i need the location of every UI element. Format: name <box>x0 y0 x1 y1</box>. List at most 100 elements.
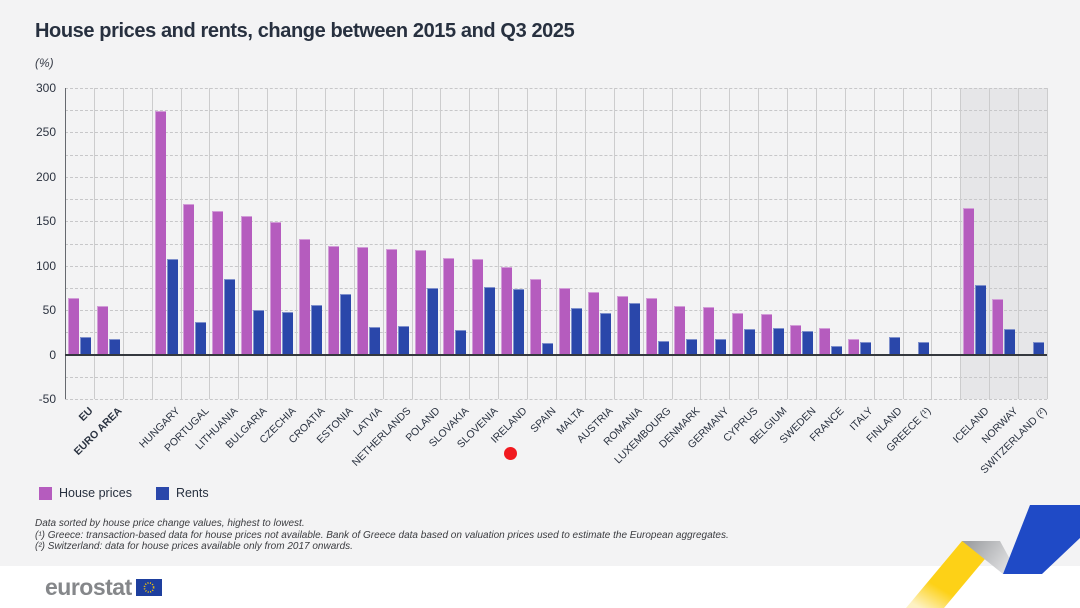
v-gridline <box>815 88 817 399</box>
footer-band: eurostat <box>0 566 1080 608</box>
bar-rents <box>166 259 178 355</box>
footnote-sorting: Data sorted by house price change values… <box>35 518 305 529</box>
footnote-greece: (¹) Greece: transaction-based data for h… <box>35 529 729 541</box>
y-axis-label: 200 <box>35 169 56 184</box>
y-axis-label: 100 <box>35 258 56 273</box>
legend-label-rents: Rents <box>175 486 209 500</box>
v-gridline <box>527 88 529 399</box>
bar-rents <box>1033 342 1045 355</box>
v-gridline <box>151 88 153 399</box>
bar-rents <box>802 330 813 355</box>
v-gridline <box>671 88 673 399</box>
bar-house-prices <box>761 313 773 355</box>
v-gridline <box>238 88 240 399</box>
y-axis-label: 250 <box>35 125 56 140</box>
v-gridline <box>440 88 442 399</box>
bar-rents <box>339 294 351 355</box>
bar-house-prices <box>67 297 79 355</box>
v-gridline <box>584 88 586 399</box>
v-gridline <box>960 88 962 399</box>
y-axis-label: -50 <box>38 392 56 406</box>
y-axis-label: 150 <box>35 214 56 229</box>
bar-house-prices <box>472 259 484 355</box>
v-gridline <box>931 88 933 399</box>
bar-rents <box>484 287 496 355</box>
legend-item-rents: Rents <box>155 486 209 500</box>
bar-house-prices <box>443 257 455 355</box>
v-gridline <box>613 88 615 399</box>
v-gridline <box>93 88 95 399</box>
bar-rents <box>282 311 294 355</box>
bar-house-prices <box>270 222 282 355</box>
v-gridline <box>700 88 702 399</box>
h-gridline <box>65 399 1047 400</box>
bar-house-prices <box>154 111 166 355</box>
bar-rents <box>917 342 929 355</box>
v-gridline <box>873 88 875 399</box>
bar-house-prices <box>299 239 310 355</box>
bar-rents <box>253 310 265 355</box>
bar-rents <box>455 329 467 355</box>
house-prices-swatch-icon <box>39 486 52 500</box>
bar-house-prices <box>385 248 397 355</box>
v-gridline <box>382 88 384 399</box>
bar-rents <box>426 287 438 355</box>
bar-rents <box>542 343 554 355</box>
v-gridline <box>267 88 269 399</box>
v-gridline <box>758 88 760 399</box>
eu-flag-icon <box>135 579 162 596</box>
bar-house-prices <box>241 215 253 355</box>
bar-rents <box>108 338 120 355</box>
bar-house-prices <box>818 327 830 355</box>
v-gridline <box>556 88 557 399</box>
bar-rents <box>628 303 640 355</box>
bar-house-prices <box>790 325 801 355</box>
bar-house-prices <box>183 204 195 355</box>
bar-house-prices <box>212 210 224 355</box>
bar-house-prices <box>616 295 628 355</box>
y-axis-label: 0 <box>49 347 56 362</box>
eurostat-logo-text: eurostat <box>45 574 132 600</box>
ribbon-blue-band <box>1003 505 1080 574</box>
bar-rents <box>1004 328 1016 355</box>
bar-rents <box>513 288 525 355</box>
bar-rents <box>715 338 727 355</box>
v-gridline <box>498 88 500 399</box>
v-gridline <box>353 88 355 399</box>
footnote-switzerland: (²) Switzerland: data for house prices a… <box>35 541 353 552</box>
bar-rents <box>570 308 582 355</box>
bar-house-prices <box>992 299 1004 355</box>
bar-rents <box>686 338 698 355</box>
bar-house-prices <box>501 266 513 355</box>
highlight-dot <box>504 446 518 460</box>
bar-rents <box>744 328 756 355</box>
bar-house-prices <box>674 305 686 355</box>
bar-rents <box>368 327 380 355</box>
bar-house-prices <box>645 297 657 355</box>
bar-rents <box>975 285 987 355</box>
v-gridline <box>411 88 413 399</box>
v-gridline <box>902 88 904 399</box>
bar-rents <box>224 279 236 355</box>
bar-house-prices <box>587 292 599 355</box>
v-gridline <box>209 88 211 399</box>
y-axis-label: 300 <box>35 81 56 95</box>
bar-house-prices <box>847 339 859 355</box>
v-gridline <box>180 88 182 399</box>
zero-axis-line <box>65 353 1047 356</box>
v-gridline <box>729 88 731 399</box>
legend-item-house-prices: House prices <box>39 486 132 500</box>
v-gridline <box>122 88 124 399</box>
v-gridline <box>787 88 789 399</box>
v-gridline <box>469 88 471 399</box>
bar-house-prices <box>732 312 744 355</box>
y-axis-label: 50 <box>42 303 56 318</box>
bar-rents <box>773 327 785 355</box>
bar-rents <box>599 312 611 355</box>
bar-rents <box>888 336 900 355</box>
v-gridline <box>989 88 991 399</box>
bar-rents <box>311 304 322 355</box>
bar-house-prices <box>356 247 368 355</box>
chart-unit-label: (%) <box>35 56 54 70</box>
